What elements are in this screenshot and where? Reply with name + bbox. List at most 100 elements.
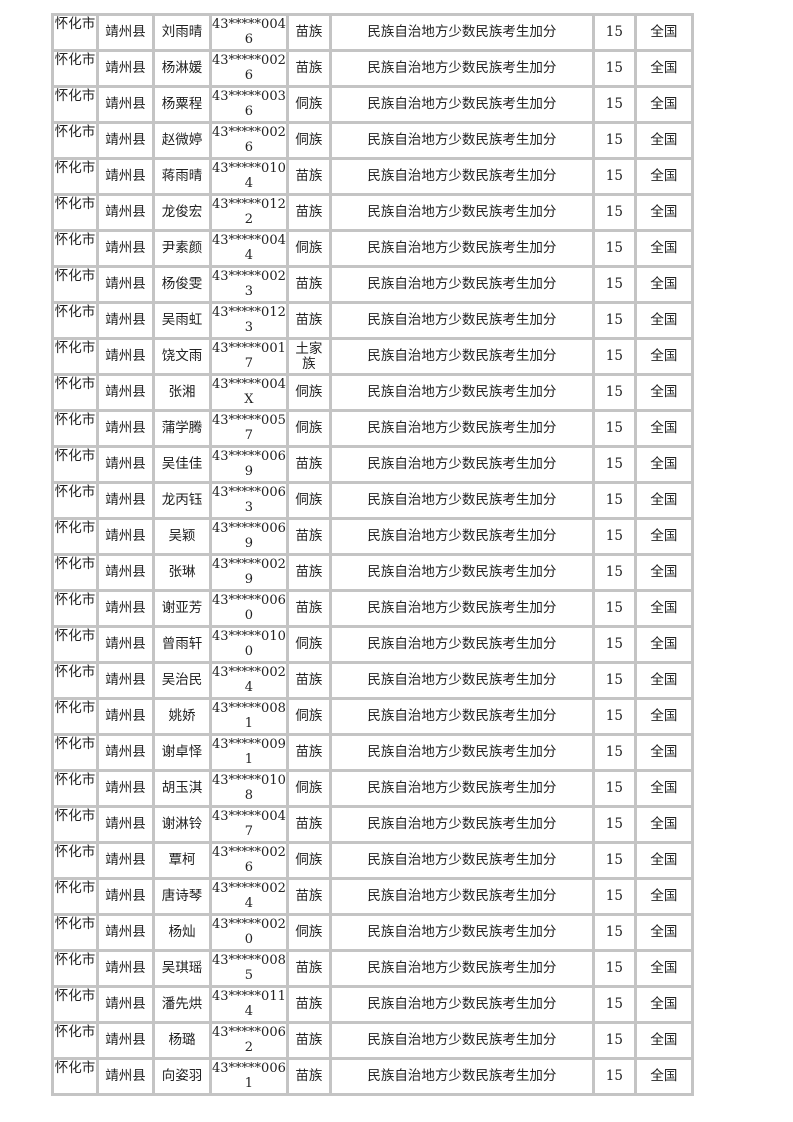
scope-cell: 全国 bbox=[633, 121, 694, 160]
ethnicity-cell: 侗族 bbox=[285, 481, 332, 520]
scope-cell: 全国 bbox=[633, 841, 694, 880]
table-row: 怀化市 靖州县 刘雨晴 43*****004 6 苗族 民族自治地方少数民族考生加分 15 全国 bbox=[51, 13, 694, 52]
id-number-line: 2 bbox=[244, 1040, 254, 1055]
id-number-line: 43*****002 bbox=[212, 881, 286, 897]
ethnicity-cell: 苗族 bbox=[285, 49, 332, 88]
ethnicity-cell: 苗族 bbox=[285, 1057, 332, 1096]
scope-cell: 全国 bbox=[633, 13, 694, 52]
table-row: 怀化市 靖州县 杨璐 43*****006 2 苗族 民族自治地方少数民族考生加分 15 全国 bbox=[51, 1021, 694, 1060]
county-cell: 靖州县 bbox=[96, 1021, 155, 1060]
points-cell: 15 bbox=[591, 625, 637, 664]
id-number-cell: 43*****003 6 bbox=[209, 85, 289, 124]
name-cell: 杨淋媛 bbox=[152, 49, 212, 88]
ethnicity-cell: 苗族 bbox=[285, 157, 332, 196]
city-cell: 怀化市 bbox=[51, 85, 99, 124]
points-cell: 15 bbox=[591, 409, 637, 448]
id-number-cell: 43*****002 9 bbox=[209, 553, 289, 592]
id-number-line: 1 bbox=[244, 716, 254, 731]
county-cell: 靖州县 bbox=[96, 193, 155, 232]
table-row: 怀化市 靖州县 杨淋媛 43*****002 6 苗族 民族自治地方少数民族考生加分 15 全国 bbox=[51, 49, 694, 88]
scope-cell: 全国 bbox=[633, 697, 694, 736]
id-number-line: 43*****004 bbox=[212, 809, 286, 825]
id-number-line: 6 bbox=[244, 104, 254, 119]
id-number-line: 43*****011 bbox=[212, 989, 286, 1005]
id-number-cell: 43*****012 2 bbox=[209, 193, 289, 232]
reason-cell: 民族自治地方少数民族考生加分 bbox=[328, 445, 595, 484]
ethnicity-cell: 侗族 bbox=[285, 85, 332, 124]
ethnicity-cell: 苗族 bbox=[285, 805, 332, 844]
table-row: 怀化市 靖州县 曾雨轩 43*****010 0 侗族 民族自治地方少数民族考生加分 15 全国 bbox=[51, 625, 694, 664]
points-cell: 15 bbox=[591, 373, 637, 412]
ethnicity-cell: 苗族 bbox=[285, 265, 332, 304]
city-cell: 怀化市 bbox=[51, 229, 99, 268]
id-number-cell: 43*****006 0 bbox=[209, 589, 289, 628]
city-cell: 怀化市 bbox=[51, 193, 99, 232]
county-cell: 靖州县 bbox=[96, 481, 155, 520]
id-number-line: 4 bbox=[244, 176, 254, 191]
name-cell: 胡玉淇 bbox=[152, 769, 212, 808]
table-row: 怀化市 靖州县 尹素颜 43*****004 4 侗族 民族自治地方少数民族考生加分 15 全国 bbox=[51, 229, 694, 268]
reason-cell: 民族自治地方少数民族考生加分 bbox=[328, 841, 595, 880]
ethnicity-cell: 苗族 bbox=[285, 589, 332, 628]
scope-cell: 全国 bbox=[633, 949, 694, 988]
id-number-line: 43*****012 bbox=[212, 197, 286, 213]
ethnicity-cell: 土家族 bbox=[285, 337, 332, 376]
scope-cell: 全国 bbox=[633, 805, 694, 844]
name-cell: 唐诗琴 bbox=[152, 877, 212, 916]
city-cell: 怀化市 bbox=[51, 409, 99, 448]
id-number-line: X bbox=[244, 392, 254, 407]
id-number-line: 43*****006 bbox=[212, 593, 286, 609]
id-number-cell: 43*****002 4 bbox=[209, 877, 289, 916]
name-cell: 潘先烘 bbox=[152, 985, 212, 1024]
scope-cell: 全国 bbox=[633, 337, 694, 376]
id-number-line: 3 bbox=[244, 284, 254, 299]
ethnicity-cell: 侗族 bbox=[285, 625, 332, 664]
ethnicity-cell: 侗族 bbox=[285, 697, 332, 736]
points-cell: 15 bbox=[591, 193, 637, 232]
name-cell: 吴治民 bbox=[152, 661, 212, 700]
name-cell: 吴颖 bbox=[152, 517, 212, 556]
county-cell: 靖州县 bbox=[96, 661, 155, 700]
id-number-line: 43*****004 bbox=[212, 377, 286, 393]
points-cell: 15 bbox=[591, 85, 637, 124]
table-row: 怀化市 靖州县 吴佳佳 43*****006 9 苗族 民族自治地方少数民族考生加分 15 全国 bbox=[51, 445, 694, 484]
id-number-line: 1 bbox=[244, 1076, 254, 1091]
table-row: 怀化市 靖州县 饶文雨 43*****001 7 土家族 民族自治地方少数民族考生加分 15 全… bbox=[51, 337, 694, 376]
points-cell: 15 bbox=[591, 49, 637, 88]
reason-cell: 民族自治地方少数民族考生加分 bbox=[328, 157, 595, 196]
points-cell: 15 bbox=[591, 589, 637, 628]
id-number-line: 43*****008 bbox=[212, 701, 286, 717]
table-row: 怀化市 靖州县 谢卓怿 43*****009 1 苗族 民族自治地方少数民族考生加分 15 全国 bbox=[51, 733, 694, 772]
table-row: 怀化市 靖州县 姚娇 43*****008 1 侗族 民族自治地方少数民族考生加分 15 全国 bbox=[51, 697, 694, 736]
reason-cell: 民族自治地方少数民族考生加分 bbox=[328, 553, 595, 592]
city-cell: 怀化市 bbox=[51, 1021, 99, 1060]
table-row: 怀化市 靖州县 吴雨虹 43*****012 3 苗族 民族自治地方少数民族考生加分 15 全国 bbox=[51, 301, 694, 340]
points-cell: 15 bbox=[591, 1021, 637, 1060]
reason-cell: 民族自治地方少数民族考生加分 bbox=[328, 193, 595, 232]
table-row: 怀化市 靖州县 吴琪瑶 43*****008 5 苗族 民族自治地方少数民族考生加分 15 全国 bbox=[51, 949, 694, 988]
ethnicity-cell: 苗族 bbox=[285, 517, 332, 556]
name-cell: 吴琪瑶 bbox=[152, 949, 212, 988]
city-cell: 怀化市 bbox=[51, 553, 99, 592]
id-number-cell: 43*****012 3 bbox=[209, 301, 289, 340]
id-number-line: 1 bbox=[244, 752, 254, 767]
scope-cell: 全国 bbox=[633, 1057, 694, 1096]
reason-cell: 民族自治地方少数民族考生加分 bbox=[328, 985, 595, 1024]
id-number-line: 43*****002 bbox=[212, 125, 286, 141]
city-cell: 怀化市 bbox=[51, 1057, 99, 1096]
id-number-line: 9 bbox=[244, 536, 254, 551]
ethnicity-cell: 苗族 bbox=[285, 445, 332, 484]
reason-cell: 民族自治地方少数民族考生加分 bbox=[328, 589, 595, 628]
reason-cell: 民族自治地方少数民族考生加分 bbox=[328, 229, 595, 268]
id-number-cell: 43*****006 2 bbox=[209, 1021, 289, 1060]
id-number-cell: 43*****011 4 bbox=[209, 985, 289, 1024]
scope-cell: 全国 bbox=[633, 913, 694, 952]
scope-cell: 全国 bbox=[633, 409, 694, 448]
points-cell: 15 bbox=[591, 769, 637, 808]
county-cell: 靖州县 bbox=[96, 877, 155, 916]
scope-cell: 全国 bbox=[633, 661, 694, 700]
id-number-cell: 43*****002 6 bbox=[209, 841, 289, 880]
name-cell: 吴雨虹 bbox=[152, 301, 212, 340]
city-cell: 怀化市 bbox=[51, 481, 99, 520]
ethnicity-cell: 苗族 bbox=[285, 13, 332, 52]
